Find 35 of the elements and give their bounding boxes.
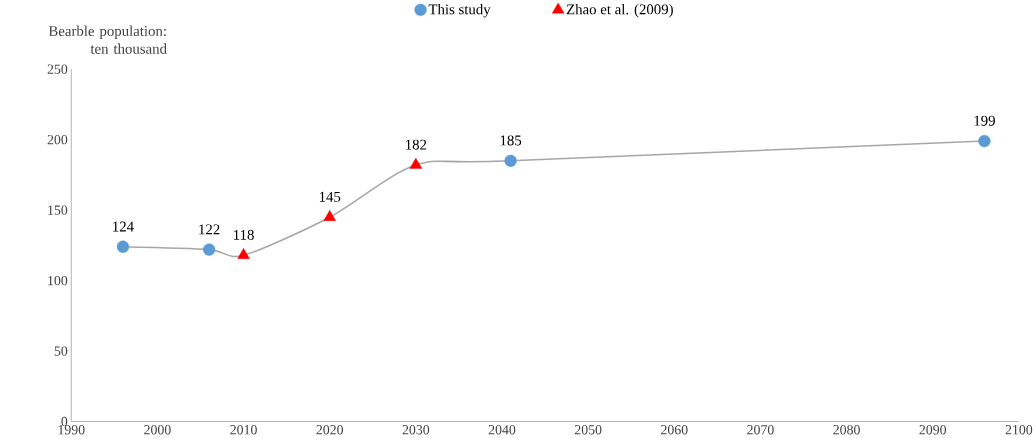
x-tick-label: 2000: [144, 425, 171, 435]
x-tick-label: 1990: [58, 425, 85, 435]
legend-label: Zhao et al. (2009): [566, 4, 673, 18]
point: [409, 158, 423, 169]
x-tick-label: 2040: [488, 425, 516, 435]
legend-label: This study: [428, 4, 491, 18]
x-tick-label: 2100: [1005, 425, 1033, 435]
x-tick-label: 2030: [402, 425, 430, 435]
y-tick-label: 50: [54, 346, 68, 356]
data-label: 118: [234, 229, 254, 240]
point: [978, 135, 991, 148]
x-tick-label: 2010: [230, 425, 257, 435]
point: [116, 240, 130, 254]
y-tick-label: 100: [48, 276, 68, 286]
y-axis-title: Bearble population: ten thousand: [48, 25, 167, 54]
point: [504, 154, 517, 168]
data-label: 145: [319, 192, 341, 202]
y-tick-label: 150: [48, 205, 68, 215]
data-label: 199: [974, 115, 995, 126]
x-tick-label: 2070: [747, 425, 774, 435]
data-label: 122: [199, 224, 220, 235]
y-tick-label: 200: [47, 135, 68, 145]
x-tick-label: 2090: [919, 425, 947, 435]
point: [237, 248, 250, 260]
point: [323, 210, 336, 221]
y-tick-label: 0: [61, 417, 68, 427]
x-tick-label: 2050: [574, 425, 602, 435]
point: [202, 243, 216, 256]
x-tick-label: 2060: [661, 425, 688, 435]
x-tick-label: 2020: [316, 425, 344, 435]
data-label: 124: [113, 221, 134, 232]
data-label: 182: [406, 139, 427, 150]
y-tick-label: 250: [47, 64, 68, 75]
data-label: 185: [500, 135, 522, 146]
x-tick-label: 2080: [833, 425, 860, 435]
